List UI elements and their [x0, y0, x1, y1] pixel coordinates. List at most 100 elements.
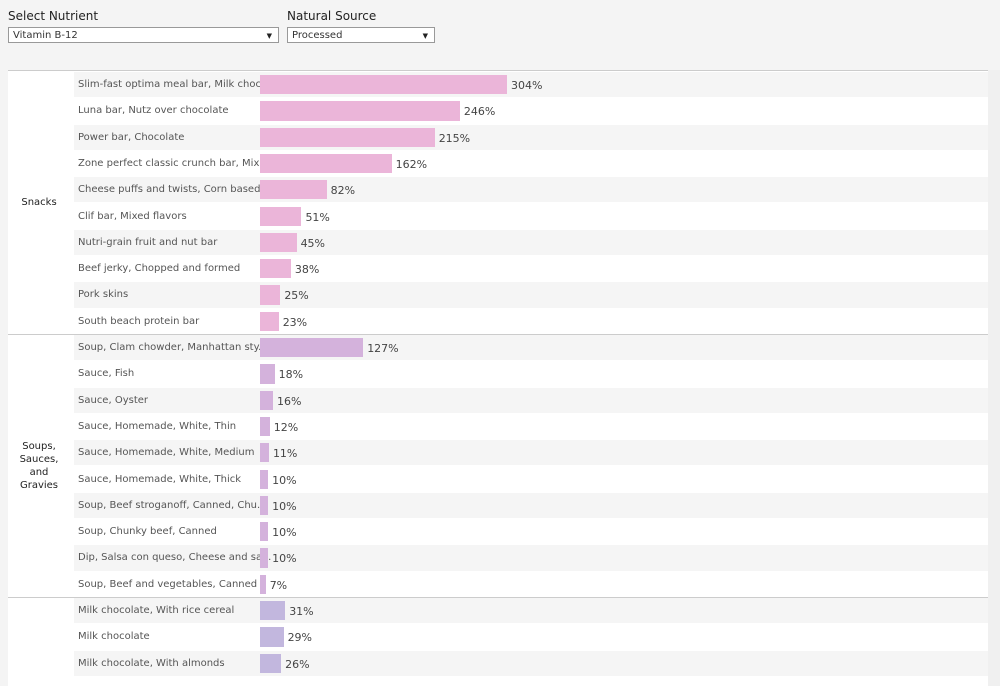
- item-label: Pork skins: [78, 289, 129, 301]
- bar: [260, 574, 266, 594]
- row: Dip, Salsa con queso, Cheese and sal.. 10…: [74, 545, 988, 571]
- item-label: Milk chocolate: [78, 631, 150, 643]
- bar: [260, 311, 279, 331]
- row: Sauce, Oyster 16%: [74, 387, 988, 413]
- item-label: Soup, Beef and vegetables, Canned: [78, 578, 258, 590]
- bar: [260, 127, 435, 147]
- row: Sauce, Homemade, White, Thin 12%: [74, 414, 988, 439]
- value-label: 12%: [273, 420, 299, 434]
- source-dropdown[interactable]: Processed: [287, 27, 435, 44]
- value-label: 10%: [272, 473, 297, 487]
- item-label: South beach protein bar: [78, 315, 200, 327]
- item-label: Sauce, Homemade, White, Thin: [78, 420, 237, 432]
- row: Luna bar, Nutz over chocolate 246%: [74, 98, 988, 123]
- value-label: 7%: [269, 578, 288, 592]
- item-label: Power bar, Chocolate: [78, 131, 185, 143]
- value-label: 45%: [300, 236, 326, 250]
- bar: [260, 101, 460, 121]
- bar: [260, 75, 507, 95]
- item-label: Sauce, Oyster: [78, 394, 149, 406]
- value-label: 10%: [272, 499, 297, 513]
- row: Zone perfect classic crunch bar, Mix.. 16…: [74, 151, 988, 176]
- group-label: Snacks: [8, 71, 70, 334]
- filter-label: Select Nutrient: [8, 9, 99, 23]
- scrollbar[interactable]: [988, 70, 1000, 686]
- value-label: 25%: [284, 289, 309, 303]
- item-label: Nutri-grain fruit and nut bar: [78, 236, 218, 248]
- bar: [260, 653, 282, 673]
- row: Cheese puffs and twists, Corn based.. 82%: [74, 177, 988, 203]
- value-label: 31%: [289, 605, 314, 618]
- item-label: Cheese puffs and twists, Corn based..: [78, 184, 267, 196]
- value-label: 26%: [285, 657, 310, 671]
- value-label: 18%: [278, 368, 304, 382]
- row: Milk chocolate, With rice cereal 31%: [74, 598, 988, 624]
- value-label: 38%: [294, 263, 320, 277]
- item-label: Soup, Beef stroganoff, Canned, Chu..: [78, 499, 264, 511]
- row: Sauce, Homemade, White, Medium 11%: [74, 440, 988, 466]
- bar: [260, 232, 297, 253]
- item-label: Beef jerky, Chopped and formed: [78, 263, 241, 275]
- item-label: Milk chocolate, With almonds: [78, 657, 225, 669]
- bar: [260, 390, 273, 410]
- value-label: 127%: [367, 342, 399, 355]
- item-label: Clif bar, Mixed flavors: [78, 210, 187, 222]
- item-label: Zone perfect classic crunch bar, Mix..: [78, 157, 266, 169]
- row: Nutri-grain fruit and nut bar 45%: [74, 229, 988, 256]
- row: Sauce, Fish 18%: [74, 361, 988, 386]
- row: Milk chocolate, With almonds 26%: [74, 650, 988, 676]
- item-label: Luna bar, Nutz over chocolate: [78, 105, 229, 117]
- value-label: 162%: [395, 157, 428, 171]
- bar: [260, 443, 269, 463]
- bar: [260, 206, 302, 226]
- item-label: Milk chocolate, With rice cereal: [78, 605, 235, 616]
- row: Soup, Clam chowder, Manhattan sty.. 127%: [74, 335, 988, 361]
- item-label: Soup, Chunky beef, Canned: [78, 526, 217, 538]
- group-name: Snacks: [21, 197, 57, 208]
- item-label: Slim-fast optima meal bar, Milk choc..: [78, 79, 268, 90]
- bar: [260, 548, 269, 568]
- group-name: Soups, Sauces, and Gravies: [19, 440, 59, 491]
- bar: [260, 180, 327, 200]
- bar: [260, 601, 286, 621]
- value-label: 82%: [330, 184, 356, 198]
- nutrient-dropdown[interactable]: Vitamin B-12: [8, 27, 279, 44]
- value-label: 16%: [277, 394, 302, 408]
- value-label: 10%: [272, 552, 297, 566]
- value-label: 23%: [282, 315, 308, 329]
- value-label: 215%: [438, 131, 471, 145]
- row: Pork skins 25%: [74, 282, 988, 308]
- row: Soup, Chunky beef, Canned 10%: [74, 519, 988, 544]
- bar-chart: Snacks Slim-fast optima meal bar, Milk ch…: [8, 70, 988, 686]
- bar: [260, 338, 364, 358]
- value-label: 51%: [305, 210, 330, 224]
- row: Clif bar, Mixed flavors 51%: [74, 204, 988, 229]
- bar: [260, 416, 270, 437]
- bar: [260, 495, 269, 516]
- item-label: Sauce, Homemade, White, Thick: [78, 473, 242, 485]
- group-label: Soups, Sauces, and Gravies: [8, 334, 70, 597]
- row: South beach protein bar 23%: [74, 309, 988, 334]
- item-label: Sauce, Fish: [78, 368, 135, 380]
- item-label: Sauce, Homemade, White, Medium: [78, 447, 255, 459]
- value-label: 246%: [463, 105, 496, 119]
- row: Beef jerky, Chopped and formed 38%: [74, 256, 988, 281]
- value-label: 29%: [287, 631, 313, 645]
- row: Soup, Beef stroganoff, Canned, Chu.. 10%: [74, 492, 988, 519]
- bar: [260, 153, 392, 174]
- bar: [260, 259, 291, 279]
- bar: [260, 522, 269, 542]
- row: Slim-fast optima meal bar, Milk choc.. 30…: [74, 72, 988, 98]
- row: Milk chocolate 29%: [74, 624, 988, 649]
- value-label: 10%: [272, 526, 297, 540]
- row: Sauce, Homemade, White, Thick 10%: [74, 467, 988, 492]
- value-label: 304%: [511, 79, 543, 92]
- item-label: Soup, Clam chowder, Manhattan sty..: [78, 342, 265, 353]
- row: Power bar, Chocolate 215%: [74, 124, 988, 150]
- bar: [260, 364, 275, 384]
- bar: [260, 469, 269, 489]
- value-label: 11%: [272, 447, 298, 461]
- bar: [260, 285, 281, 305]
- row: Soup, Beef and vegetables, Canned 7%: [74, 572, 988, 597]
